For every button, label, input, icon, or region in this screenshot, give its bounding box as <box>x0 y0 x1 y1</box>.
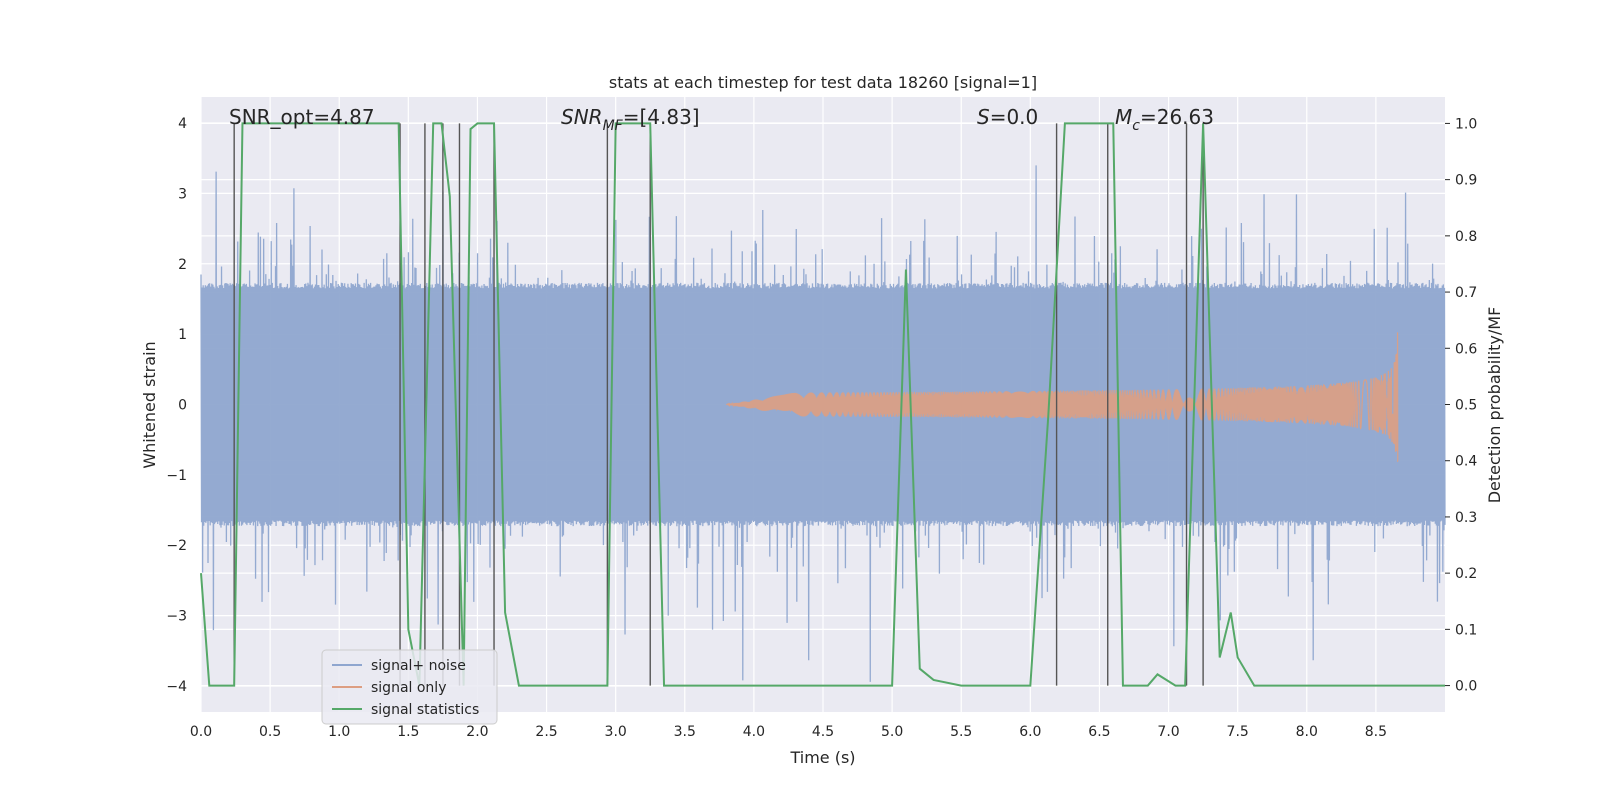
y-right-tick-label-8: 0.8 <box>1455 229 1477 245</box>
y-right-tick-label-1: 0.1 <box>1455 622 1477 638</box>
legend-box <box>321 649 498 725</box>
x-tick-label-16: 8.0 <box>1296 724 1318 740</box>
x-axis-ticks: 0.0 0.5 1.0 1.5 2.0 2.5 3.0 3.5 4.0 4.5 5.0 5.5 6.0 6… <box>190 724 1387 740</box>
x-tick-label-1: 0.5 <box>259 724 281 740</box>
annotation-s-main: S <box>977 105 990 129</box>
y-left-tick-label-4: 0 <box>178 398 187 414</box>
x-tick-label-10: 5.0 <box>881 724 903 740</box>
annotation-s: S=0.0 <box>977 105 1038 129</box>
legend-label-signal-only: signal only <box>371 680 446 696</box>
x-tick-label-8: 4.0 <box>743 724 765 740</box>
annotation-mc-main: M <box>1115 105 1132 129</box>
y-left-tick-label-6: 2 <box>178 257 187 273</box>
y-left-tick-label-2: −2 <box>166 538 187 554</box>
legend-label-signal-noise: signal+ noise <box>371 658 466 674</box>
x-tick-label-6: 3.0 <box>605 724 627 740</box>
y-right-tick-label-4: 0.4 <box>1455 454 1477 470</box>
x-tick-label-12: 6.0 <box>1019 724 1041 740</box>
x-tick-label-3: 1.5 <box>397 724 419 740</box>
annotation-snr-opt: SNR_opt=4.87 <box>229 105 375 129</box>
y-left-tick-label-5: 1 <box>178 327 187 343</box>
x-tick-label-5: 2.5 <box>535 724 557 740</box>
y-right-axis-label: Detection probability/MF <box>1485 307 1504 504</box>
y-right-tick-label-5: 0.5 <box>1455 398 1477 414</box>
x-tick-label-7: 3.5 <box>674 724 696 740</box>
annotation-snr-mf-main: SNR <box>561 105 603 129</box>
x-tick-label-2: 1.0 <box>328 724 350 740</box>
x-tick-label-15: 7.5 <box>1227 724 1249 740</box>
annotation-mc: Mc=26.63 <box>1115 105 1214 134</box>
y-left-axis-label: Whitened strain <box>140 341 159 468</box>
y-left-axis-ticks: −4 −3 −2 −1 0 1 2 3 4 <box>166 116 187 695</box>
x-tick-label-4: 2.0 <box>466 724 488 740</box>
y-right-tick-label-7: 0.7 <box>1455 285 1477 301</box>
annotation-snr-mf: SNRMF=[4.83] <box>561 105 700 134</box>
y-left-tick-label-3: −1 <box>166 468 187 484</box>
x-tick-label-17: 8.5 <box>1365 724 1387 740</box>
legend-label-signal-statistics: signal statistics <box>371 702 479 718</box>
signal-trace <box>726 332 1399 462</box>
annotation-mc-sub: c <box>1132 118 1140 134</box>
annotation-mc-value: =26.63 <box>1140 105 1214 129</box>
series-signal-only <box>726 332 1399 462</box>
x-tick-label-9: 4.5 <box>812 724 834 740</box>
y-right-tick-label-2: 0.2 <box>1455 566 1477 582</box>
legend: signal+ noise signal only signal statist… <box>321 649 498 725</box>
y-left-tick-label-0: −4 <box>166 679 187 695</box>
x-tick-label-0: 0.0 <box>190 724 212 740</box>
y-left-tick-label-7: 3 <box>178 186 187 202</box>
annotation-snr-mf-value: =[4.83] <box>623 105 700 129</box>
y-right-tick-label-6: 0.6 <box>1455 341 1477 357</box>
x-axis-label: Time (s) <box>789 748 855 767</box>
annotation-s-value: =0.0 <box>990 105 1039 129</box>
y-left-tick-label-8: 4 <box>178 116 187 132</box>
statistics-line <box>200 122 1445 687</box>
y-right-axis-ticks: 0.0 0.1 0.2 0.3 0.4 0.5 0.6 0.7 0.8 0.9 1.0 <box>1445 116 1477 695</box>
x-tick-label-14: 7.0 <box>1157 724 1179 740</box>
x-tick-label-13: 6.5 <box>1088 724 1110 740</box>
y-right-tick-label-0: 0.0 <box>1455 679 1477 695</box>
y-right-tick-label-9: 0.9 <box>1455 173 1477 189</box>
x-tick-label-11: 5.5 <box>950 724 972 740</box>
y-right-tick-label-10: 1.0 <box>1455 116 1477 132</box>
vertical-markers <box>233 123 1204 686</box>
annotation-snr-mf-sub: MF <box>603 118 624 134</box>
y-left-tick-label-1: −3 <box>166 609 187 625</box>
y-right-tick-label-3: 0.3 <box>1455 510 1477 526</box>
series-signal-statistics <box>200 122 1445 687</box>
chart-title: stats at each timestep for test data 182… <box>609 73 1037 92</box>
